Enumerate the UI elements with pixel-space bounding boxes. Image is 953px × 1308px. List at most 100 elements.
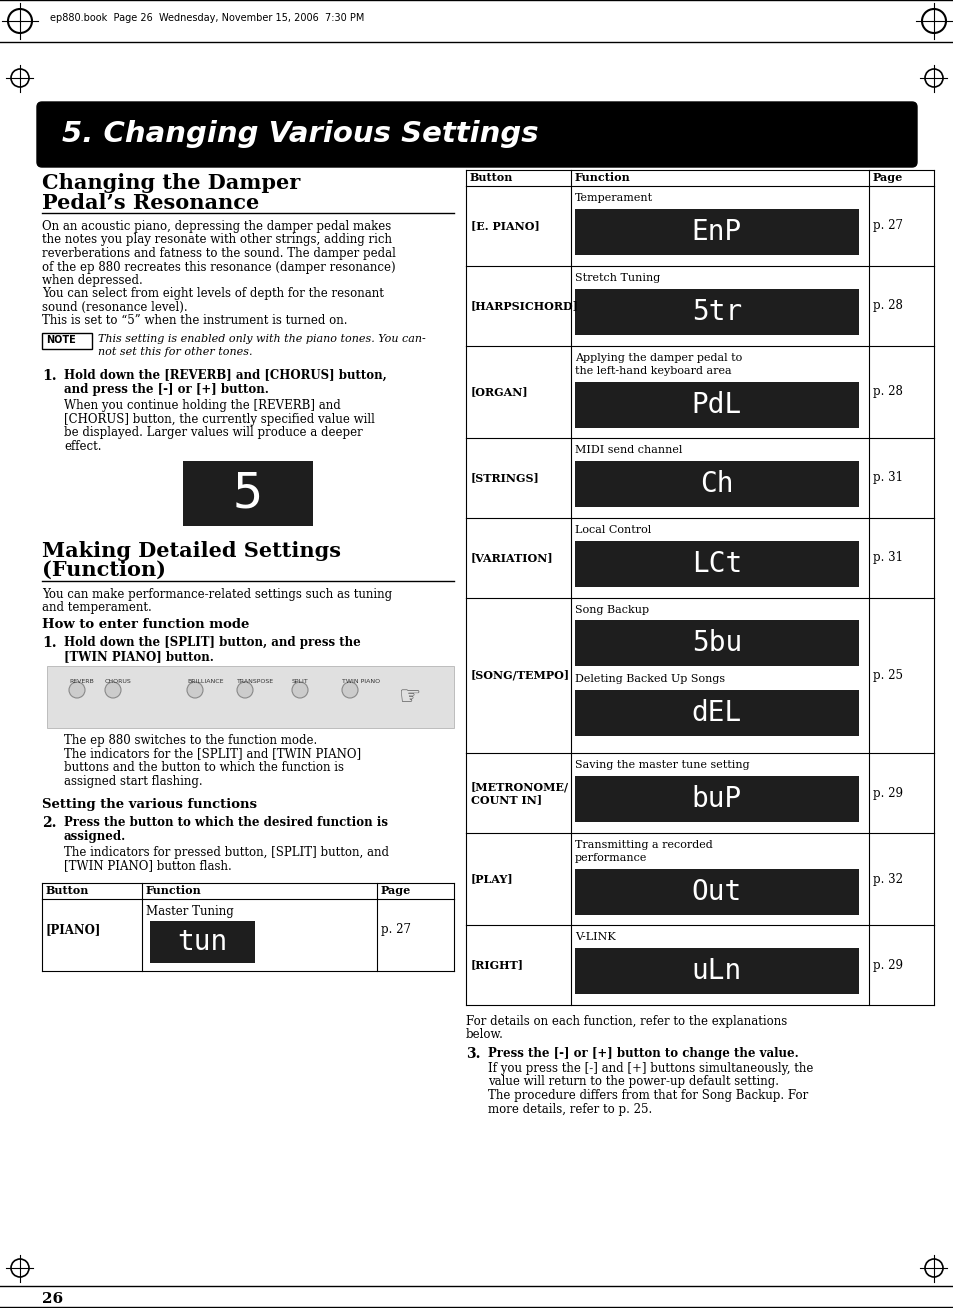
Text: p. 25: p. 25 (872, 668, 902, 681)
Text: [E. PIANO]: [E. PIANO] (471, 221, 539, 232)
Text: buP: buP (691, 785, 741, 814)
Text: NOTE: NOTE (46, 335, 75, 345)
Text: COUNT IN]: COUNT IN] (471, 794, 541, 804)
Text: [PIANO]: [PIANO] (46, 923, 101, 937)
Text: dEL: dEL (691, 698, 741, 727)
Text: Page: Page (872, 171, 902, 183)
Text: [TWIN PIANO] button.: [TWIN PIANO] button. (64, 650, 213, 663)
Text: [STRINGS]: [STRINGS] (471, 472, 539, 484)
Text: You can make performance-related settings such as tuning: You can make performance-related setting… (42, 589, 392, 600)
Text: p. 28: p. 28 (872, 386, 902, 399)
Text: Setting the various functions: Setting the various functions (42, 798, 256, 811)
Text: How to enter function mode: How to enter function mode (42, 617, 249, 630)
Text: 3.: 3. (465, 1046, 480, 1061)
Text: tun: tun (177, 927, 228, 956)
Text: 5. Changing Various Settings: 5. Changing Various Settings (62, 120, 538, 148)
Bar (575, 209, 858, 255)
Text: Pedal’s Resonance: Pedal’s Resonance (42, 194, 259, 213)
Text: assigned start flashing.: assigned start flashing. (64, 774, 202, 787)
Circle shape (341, 681, 357, 698)
Bar (575, 691, 858, 736)
Text: effect.: effect. (64, 439, 101, 453)
Circle shape (292, 681, 308, 698)
Text: Out: Out (691, 878, 741, 906)
Text: p. 29: p. 29 (872, 786, 902, 799)
Text: p. 31: p. 31 (872, 552, 902, 565)
Bar (575, 382, 858, 428)
Text: The indicators for the [SPLIT] and [TWIN PIANO]: The indicators for the [SPLIT] and [TWIN… (64, 747, 361, 760)
Text: the left-hand keyboard area: the left-hand keyboard area (575, 366, 731, 375)
Text: Song Backup: Song Backup (575, 606, 648, 615)
Text: If you press the [-] and [+] buttons simultaneously, the: If you press the [-] and [+] buttons sim… (488, 1062, 813, 1075)
Text: be displayed. Larger values will produce a deeper: be displayed. Larger values will produce… (64, 426, 362, 439)
Text: MIDI send channel: MIDI send channel (575, 445, 681, 455)
Text: On an acoustic piano, depressing the damper pedal makes: On an acoustic piano, depressing the dam… (42, 220, 391, 233)
Bar (575, 620, 858, 666)
Text: When you continue holding the [REVERB] and: When you continue holding the [REVERB] a… (64, 399, 340, 412)
Text: reverberations and fatness to the sound. The damper pedal: reverberations and fatness to the sound.… (42, 247, 395, 260)
Text: Button: Button (46, 886, 90, 896)
Text: Page: Page (380, 886, 411, 896)
Text: Stretch Tuning: Stretch Tuning (575, 273, 659, 283)
Text: 1.: 1. (42, 636, 56, 650)
Text: Local Control: Local Control (575, 525, 651, 535)
Bar (575, 289, 858, 335)
Text: ☞: ☞ (398, 685, 421, 709)
Text: Button: Button (470, 171, 513, 183)
Text: [SONG/TEMPO]: [SONG/TEMPO] (471, 670, 570, 681)
Text: Applying the damper pedal to: Applying the damper pedal to (575, 353, 741, 364)
Text: EnP: EnP (691, 218, 741, 246)
Text: [HARPSICHORD]: [HARPSICHORD] (471, 301, 578, 311)
Bar (575, 948, 858, 994)
Text: You can select from eight levels of depth for the resonant: You can select from eight levels of dept… (42, 288, 383, 301)
Text: 5: 5 (233, 470, 263, 518)
Text: of the ep 880 recreates this resonance (damper resonance): of the ep 880 recreates this resonance (… (42, 260, 395, 273)
Text: The indicators for pressed button, [SPLIT] button, and: The indicators for pressed button, [SPLI… (64, 846, 389, 859)
Text: Saving the master tune setting: Saving the master tune setting (575, 760, 749, 770)
Text: buttons and the button to which the function is: buttons and the button to which the func… (64, 761, 344, 774)
Bar (183, 460, 313, 526)
Text: 1.: 1. (42, 369, 56, 383)
Text: 26: 26 (42, 1292, 63, 1305)
Text: SPLIT: SPLIT (292, 679, 309, 684)
Bar (42, 334, 91, 349)
Text: p. 29: p. 29 (872, 959, 902, 972)
Bar (575, 869, 858, 916)
Text: the notes you play resonate with other strings, adding rich: the notes you play resonate with other s… (42, 234, 392, 246)
Text: more details, refer to p. 25.: more details, refer to p. 25. (488, 1103, 652, 1116)
Text: [METRONOME/: [METRONOME/ (471, 781, 569, 793)
Text: and temperament.: and temperament. (42, 602, 152, 615)
Text: 5bu: 5bu (691, 629, 741, 657)
Text: sound (resonance level).: sound (resonance level). (42, 301, 188, 314)
Text: value will return to the power-up default setting.: value will return to the power-up defaul… (488, 1075, 779, 1088)
Text: [PLAY]: [PLAY] (471, 874, 513, 884)
Text: (Function): (Function) (42, 560, 166, 579)
Text: [ORGAN]: [ORGAN] (471, 386, 528, 398)
Bar (47, 666, 454, 729)
Text: TWIN PIANO: TWIN PIANO (341, 679, 379, 684)
Bar (150, 921, 254, 963)
Circle shape (69, 681, 85, 698)
Text: Making Detailed Settings: Making Detailed Settings (42, 542, 340, 561)
Text: p. 27: p. 27 (872, 220, 902, 233)
Text: and press the [-] or [+] button.: and press the [-] or [+] button. (64, 383, 269, 396)
Text: Hold down the [SPLIT] button, and press the: Hold down the [SPLIT] button, and press … (64, 636, 360, 649)
Circle shape (105, 681, 121, 698)
Text: assigned.: assigned. (64, 831, 126, 842)
Bar (575, 776, 858, 821)
Text: Press the [-] or [+] button to change the value.: Press the [-] or [+] button to change th… (488, 1046, 798, 1059)
Text: Master Tuning: Master Tuning (146, 905, 233, 918)
Text: BRILLIANCE: BRILLIANCE (187, 679, 223, 684)
Text: Temperament: Temperament (575, 194, 653, 203)
Text: Deleting Backed Up Songs: Deleting Backed Up Songs (575, 674, 724, 684)
Text: V-LINK: V-LINK (575, 933, 615, 942)
Text: Press the button to which the desired function is: Press the button to which the desired fu… (64, 816, 388, 829)
Text: Transmitting a recorded: Transmitting a recorded (575, 840, 712, 850)
Text: p. 27: p. 27 (380, 923, 411, 937)
Circle shape (236, 681, 253, 698)
Text: PdL: PdL (691, 391, 741, 419)
Text: 2.: 2. (42, 816, 56, 831)
FancyBboxPatch shape (37, 102, 916, 167)
Text: uLn: uLn (691, 957, 741, 985)
Bar (575, 542, 858, 587)
